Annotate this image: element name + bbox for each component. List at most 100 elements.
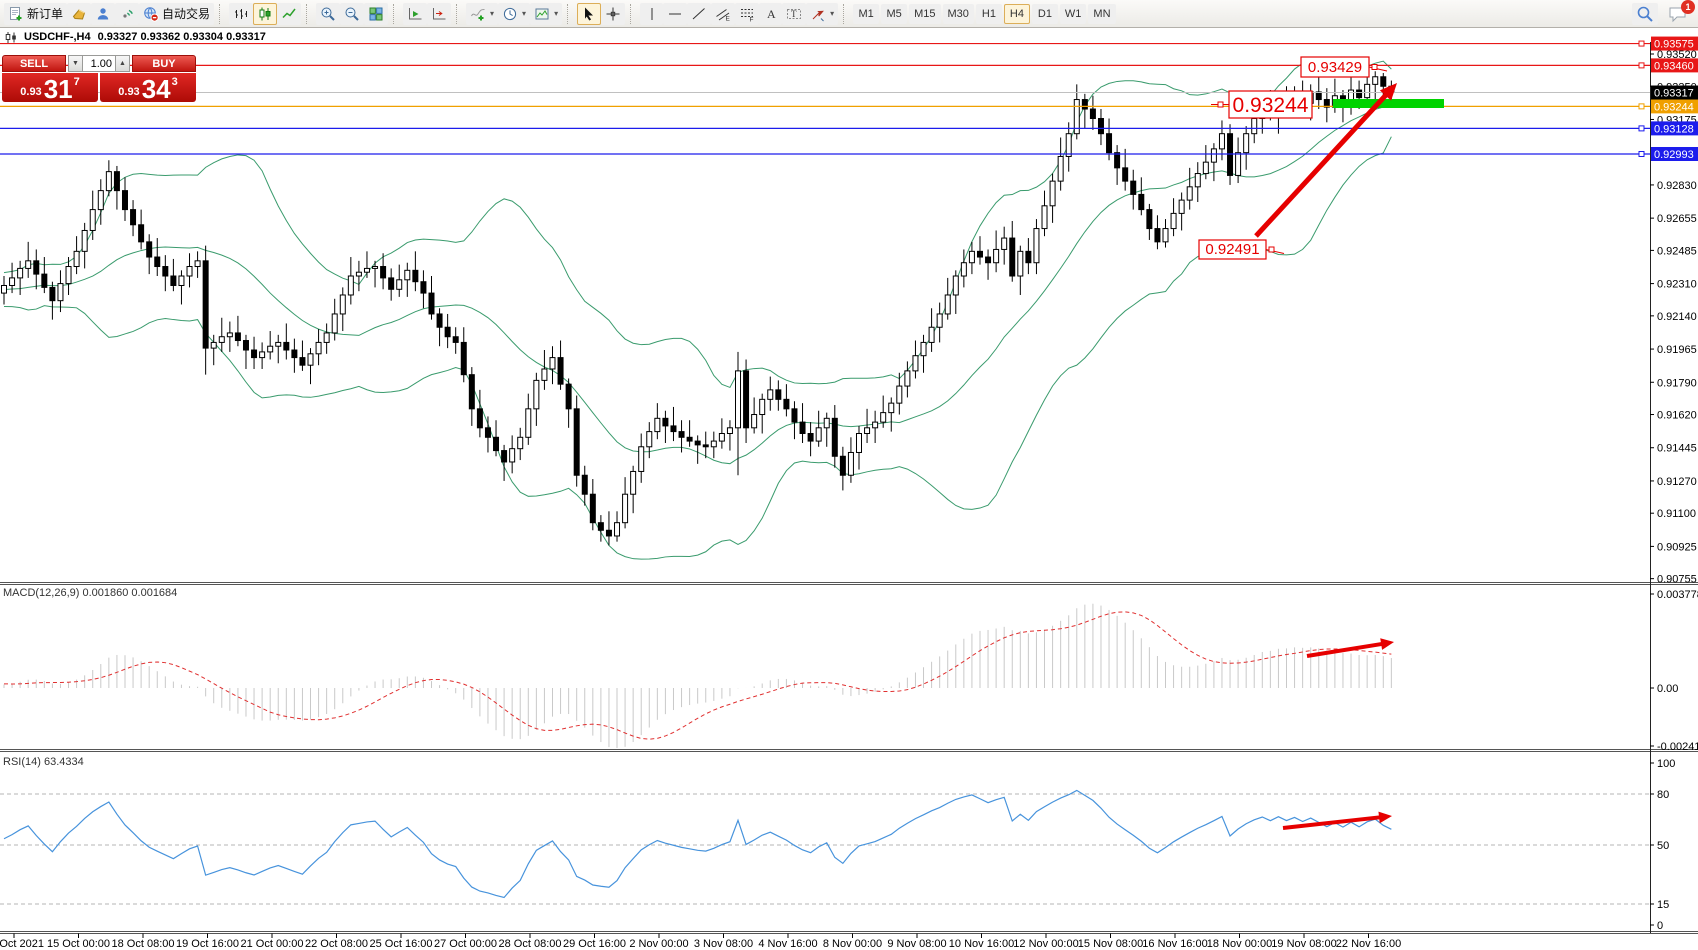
buy-price-button[interactable]: 0.93 34 3 <box>100 73 196 102</box>
toolbar-right-group: 1 <box>1632 0 1695 25</box>
timeframe-button-H4[interactable]: H4 <box>1003 3 1030 24</box>
svg-text:21 Oct 00:00: 21 Oct 00:00 <box>241 938 304 950</box>
annotation-mid-price[interactable] <box>1228 90 1313 119</box>
svg-text:0.92485: 0.92485 <box>1657 245 1697 257</box>
templates-button[interactable]: ▾ <box>530 2 563 25</box>
trade-panel-price-row: 0.93 31 7 0.93 34 3 <box>2 73 196 102</box>
rsi-pane <box>0 789 1650 905</box>
toolbar-separator <box>567 3 574 24</box>
timeframe-button-M30[interactable]: M30 <box>942 3 974 24</box>
tile-windows-button[interactable] <box>364 2 389 25</box>
volume-value[interactable]: 1.00 <box>83 55 115 72</box>
new-order-button[interactable]: 新订单 <box>4 2 68 25</box>
chart-play-icon <box>409 7 422 19</box>
timeframe-button-D1[interactable]: D1 <box>1031 3 1058 24</box>
search-button[interactable] <box>1632 2 1658 25</box>
green-resistance-bar[interactable] <box>1333 99 1444 108</box>
timeframe-button-M1[interactable]: M1 <box>853 3 880 24</box>
price-axis[interactable]: 0.935200.933500.931750.928300.926550.924… <box>1650 49 1697 586</box>
svg-text:0.93520: 0.93520 <box>1657 49 1697 61</box>
hline-handle[interactable] <box>1638 125 1645 132</box>
trade-panel-top-row: SELL ▼ 1.00 ▲ BUY <box>2 55 196 72</box>
toolbar-separator <box>456 3 463 24</box>
buy-price-big: 34 <box>141 74 171 104</box>
horizontal-line-button[interactable] <box>663 2 688 25</box>
fibonacci-icon: F <box>741 8 754 22</box>
timeframe-button-M15[interactable]: M15 <box>909 3 941 24</box>
macd-arrow[interactable] <box>1306 641 1385 658</box>
rsi-arrow-head[interactable] <box>1378 811 1392 824</box>
text-label-button[interactable]: T <box>782 2 807 25</box>
svg-text:0.93244: 0.93244 <box>1654 101 1694 113</box>
main-trend-arrow[interactable] <box>1254 90 1391 238</box>
hline-handle[interactable] <box>1638 150 1645 157</box>
hline-handle[interactable] <box>1638 40 1645 47</box>
volume-increase-button[interactable]: ▲ <box>115 55 130 72</box>
chart-annotations[interactable]: 0.93429 0.93244 0.92491 <box>1198 56 1444 830</box>
dropdown-caret: ▾ <box>490 9 495 18</box>
svg-text:0.91270: 0.91270 <box>1657 476 1697 488</box>
trendline-button[interactable] <box>687 2 712 25</box>
svg-text:19 Oct 16:00: 19 Oct 16:00 <box>176 938 239 950</box>
rsi-arrow[interactable] <box>1282 815 1383 830</box>
sell-button[interactable]: SELL <box>2 55 66 72</box>
auto-trading-label: 自动交易 <box>162 7 211 21</box>
svg-text:0.93128: 0.93128 <box>1654 123 1694 135</box>
signals-button[interactable] <box>115 2 140 25</box>
svg-text:0.91100: 0.91100 <box>1657 508 1696 520</box>
toolbar-separator <box>843 3 850 24</box>
text-button[interactable]: A <box>759 2 783 25</box>
chart-title: USDCHF-,H4 0.93327 0.93362 0.93304 0.933… <box>5 31 266 43</box>
timeframe-button-W1[interactable]: W1 <box>1059 3 1087 24</box>
market-panel-button[interactable] <box>67 2 92 25</box>
cursor-button[interactable] <box>577 2 602 25</box>
hline-handle[interactable] <box>1638 62 1645 69</box>
bar-chart-button[interactable] <box>229 2 254 25</box>
community-button[interactable] <box>91 2 116 25</box>
chat-badge: 1 <box>1681 0 1695 14</box>
svg-text:10 Nov 16:00: 10 Nov 16:00 <box>949 938 1014 950</box>
svg-text:T: T <box>791 9 797 19</box>
periods-button[interactable]: ▾ <box>498 2 531 25</box>
svg-text:-0.002419: -0.002419 <box>1657 741 1698 753</box>
svg-text:0.93575: 0.93575 <box>1654 39 1694 51</box>
crosshair-button[interactable] <box>601 2 626 25</box>
indicators-button[interactable]: ▾ <box>466 2 499 25</box>
main-trend-arrow-head[interactable] <box>1379 83 1397 101</box>
person-icon <box>97 7 109 19</box>
chat-button[interactable]: 1 <box>1668 0 1695 23</box>
timeframe-button-H1[interactable]: H1 <box>975 3 1002 24</box>
buy-button[interactable]: BUY <box>132 55 196 72</box>
zoom-out-button[interactable] <box>340 2 365 25</box>
toolbar-separator <box>393 3 400 24</box>
svg-text:9 Nov 08:00: 9 Nov 08:00 <box>887 938 946 950</box>
arrows-tool-button[interactable]: ▾ <box>806 2 839 25</box>
zoom-in-button[interactable] <box>316 2 341 25</box>
svg-text:15: 15 <box>1657 899 1669 911</box>
fibonacci-button[interactable]: F <box>735 2 760 25</box>
sell-price-button[interactable]: 0.93 31 7 <box>2 73 98 102</box>
vertical-line-button[interactable] <box>640 2 664 25</box>
candlestick-chart-button[interactable] <box>253 2 278 25</box>
svg-text:50: 50 <box>1657 840 1669 852</box>
candles-icon <box>259 7 271 20</box>
main-toolbar: 新订单 自动交易 <box>0 0 1698 28</box>
timeframe-button-M5[interactable]: M5 <box>881 3 908 24</box>
document-plus-icon <box>10 6 22 20</box>
macd-signal-line <box>3 611 1392 740</box>
auto-trading-button[interactable]: 自动交易 <box>139 2 215 25</box>
timeframe-button-MN[interactable]: MN <box>1088 3 1116 24</box>
hline-handle[interactable] <box>1638 103 1645 110</box>
dropdown-caret: ▾ <box>522 9 527 18</box>
auto-scroll-button[interactable] <box>403 2 428 25</box>
volume-decrease-button[interactable]: ▼ <box>68 55 83 72</box>
price-scale-badges: 0.93575 0.93460 0.93244 0.93128 0.92993 0.933… <box>1651 36 1698 161</box>
macd-arrow-head[interactable] <box>1380 638 1394 650</box>
line-chart-button[interactable] <box>277 2 302 25</box>
svg-text:0.90925: 0.90925 <box>1657 541 1697 553</box>
chart-shift-button[interactable] <box>427 2 452 25</box>
svg-text:0: 0 <box>1657 920 1663 932</box>
channel-button[interactable]: E <box>711 2 736 25</box>
horizontal-line-objects[interactable] <box>0 40 1650 157</box>
